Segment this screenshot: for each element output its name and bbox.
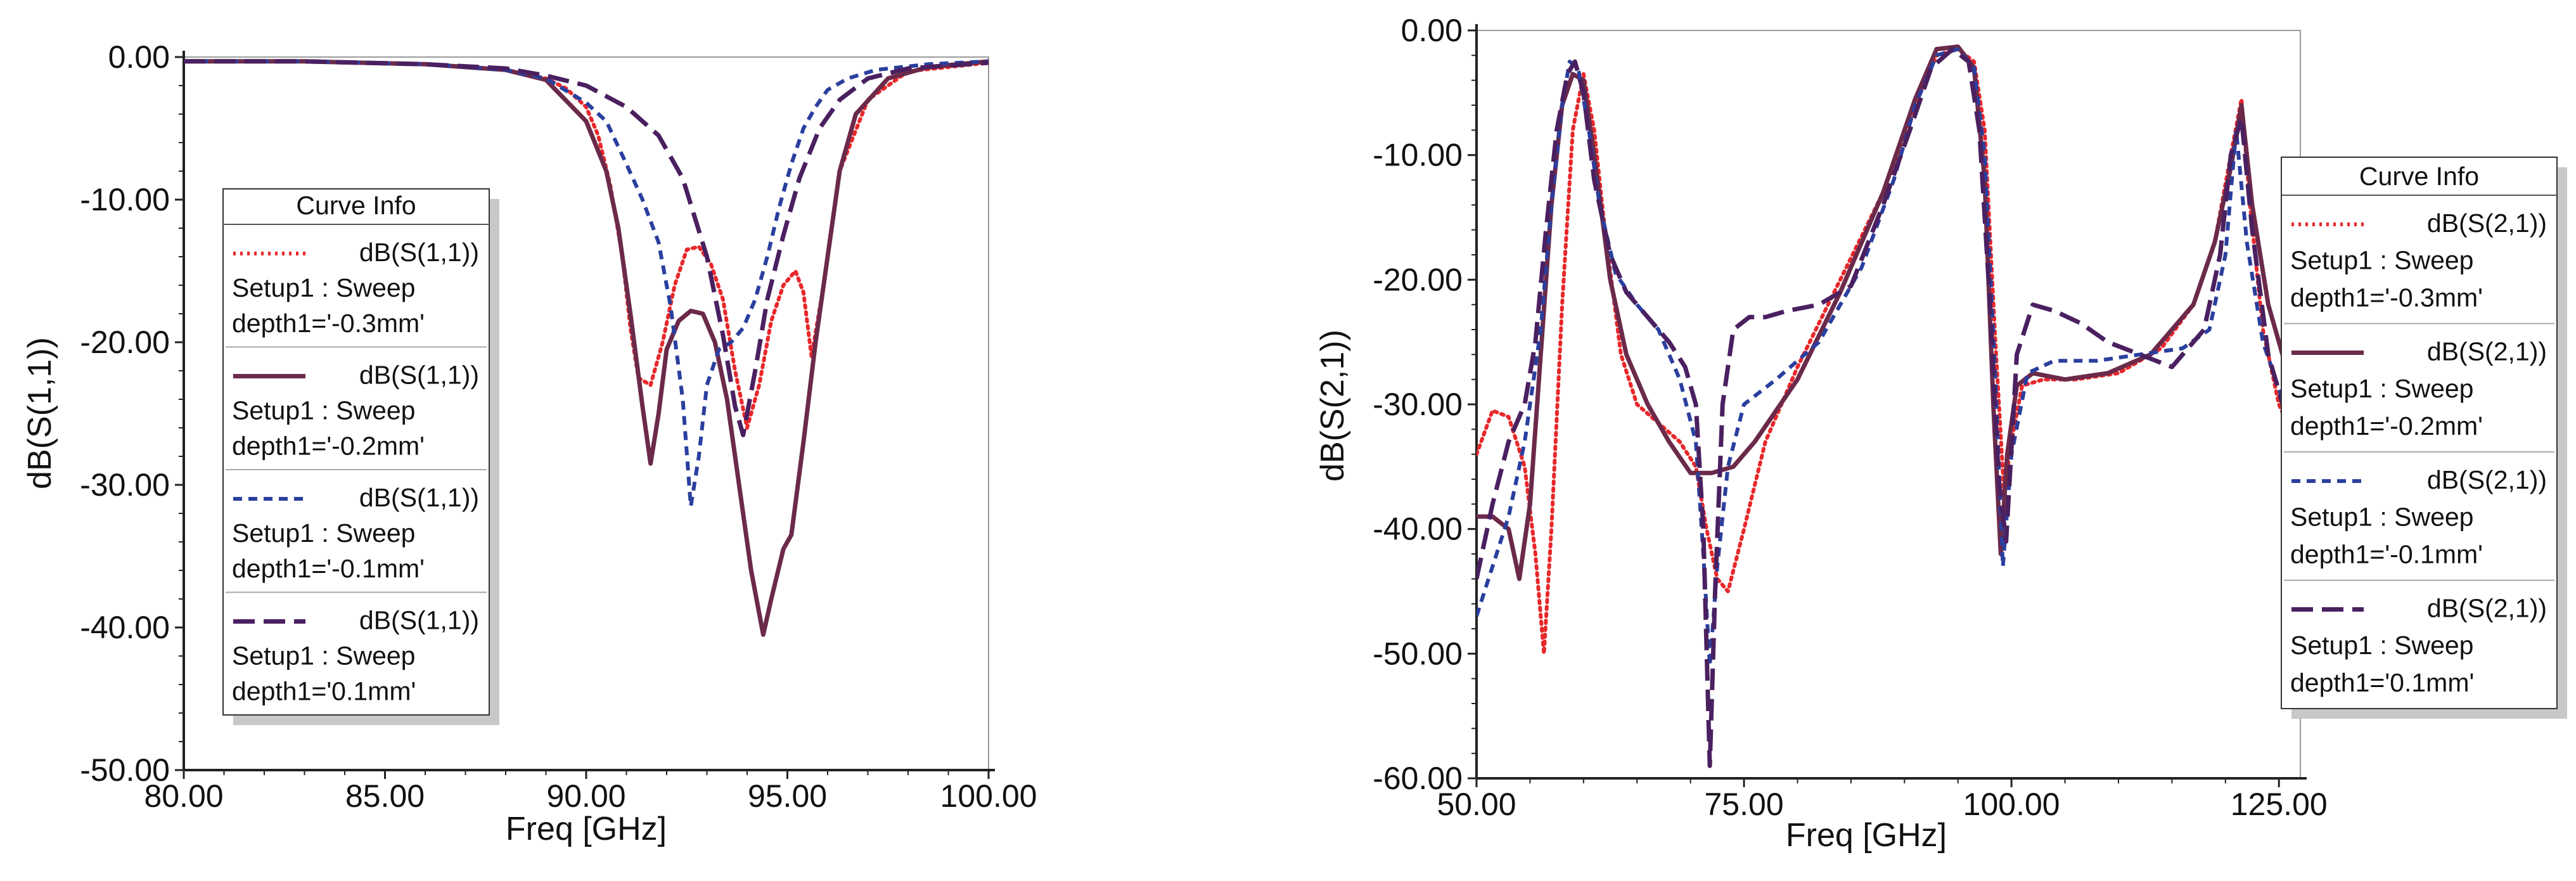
series-line-2 <box>184 59 989 637</box>
x-tick-label: 85.00 <box>345 778 425 814</box>
x-tick-label: 90.00 <box>546 778 625 814</box>
x-tick-label: 100.00 <box>1963 787 2060 822</box>
series-group <box>184 59 989 637</box>
chart-s21: 50.00 75.00 100.00 125.00 0.00 -10.00 -20.00 -3… <box>1314 13 2567 854</box>
legend-series-name: dB(S(1,1)) <box>359 483 479 512</box>
x-axis-title: Freq [GHz] <box>1786 817 1947 854</box>
legend-series-param: depth1='-0.3mm' <box>2290 283 2483 312</box>
y-tick-label: -10.00 <box>1373 138 1463 173</box>
series-line-2 <box>1477 44 2300 581</box>
y-axis-title: dB(S(2,1)) <box>1314 330 1351 482</box>
legend-box[interactable] <box>222 188 490 716</box>
legend-title: Curve Info <box>2359 162 2479 191</box>
legend-series-setup: Setup1 : Sweep <box>2290 631 2473 660</box>
legend-box[interactable] <box>2281 157 2558 709</box>
x-tick-label: 100.00 <box>940 778 1037 814</box>
legend-series-name: dB(S(1,1)) <box>359 238 479 267</box>
x-tick-label: 80.00 <box>144 778 223 814</box>
y-tick-label: -30.00 <box>80 467 170 503</box>
legend-series-param: depth1='-0.2mm' <box>2290 411 2483 440</box>
y-tick-label: -30.00 <box>1373 387 1463 422</box>
chart-s11-panel: 80.00 85.00 90.00 95.00 100.00 0.00 -10.00 -20.… <box>0 0 1065 881</box>
legend-series-param: depth1='-0.1mm' <box>232 554 425 583</box>
y-tick-label: -20.00 <box>80 325 170 360</box>
legend-series-name: dB(S(2,1)) <box>2427 337 2547 366</box>
y-axis-title: dB(S(1,1)) <box>22 337 58 489</box>
legend-series-name: dB(S(2,1)) <box>2427 209 2547 238</box>
chart-s21-panel: 50.00 75.00 100.00 125.00 0.00 -10.00 -20.00 -3… <box>1293 0 2576 881</box>
legend-series-setup: Setup1 : Sweep <box>232 641 415 671</box>
series-line-3 <box>1477 47 2300 668</box>
y-tick-label: -20.00 <box>1373 262 1463 297</box>
series-line-1 <box>1477 47 2300 656</box>
legend-series-setup: Setup1 : Sweep <box>2290 503 2473 532</box>
y-tick-label: -60.00 <box>1373 761 1463 796</box>
y-tick-label: -40.00 <box>1373 511 1463 547</box>
y-tick-label: -50.00 <box>80 752 170 788</box>
legend-series-name: dB(S(1,1)) <box>359 606 479 635</box>
x-tick-label: 50.00 <box>1437 787 1516 822</box>
legend-series-name: dB(S(2,1)) <box>2427 465 2547 494</box>
y-tick-label: -10.00 <box>80 182 170 217</box>
x-tick-label: 75.00 <box>1705 787 1784 822</box>
series-group <box>1477 44 2300 768</box>
legend-series-setup: Setup1 : Sweep <box>2290 246 2473 275</box>
x-axis-title: Freq [GHz] <box>506 811 667 847</box>
y-tick-label: 0.00 <box>1401 13 1463 48</box>
legend-series-setup: Setup1 : Sweep <box>232 396 415 425</box>
legend-series-param: depth1='0.1mm' <box>232 677 416 706</box>
legend-series-name: dB(S(1,1)) <box>359 361 479 390</box>
plot-frame <box>1476 30 2301 779</box>
x-tick-label: 95.00 <box>748 778 827 814</box>
legend-series-setup: Setup1 : Sweep <box>2290 374 2473 403</box>
legend-series-param: depth1='-0.2mm' <box>232 432 425 461</box>
legend-series-setup: Setup1 : Sweep <box>232 518 415 548</box>
legend-series-param: depth1='0.1mm' <box>2290 668 2474 697</box>
y-tick-label: -50.00 <box>1373 636 1463 671</box>
y-tick-label: -40.00 <box>80 610 170 645</box>
series-line-3 <box>184 59 989 508</box>
series-line-1 <box>184 59 989 430</box>
legend-series-param: depth1='-0.1mm' <box>2290 539 2483 569</box>
x-tick-label: 125.00 <box>2231 787 2328 822</box>
y-tick-label: 0.00 <box>108 39 170 75</box>
legend-title: Curve Info <box>296 191 416 220</box>
legend-series-setup: Setup1 : Sweep <box>232 273 415 302</box>
legend-series-param: depth1='-0.3mm' <box>232 309 425 338</box>
legend-series-name: dB(S(2,1)) <box>2427 594 2547 623</box>
chart-s11: 80.00 85.00 90.00 95.00 100.00 0.00 -10.00 -20.… <box>22 39 1037 847</box>
series-line-4 <box>184 59 989 437</box>
series-line-4 <box>1477 47 2300 768</box>
